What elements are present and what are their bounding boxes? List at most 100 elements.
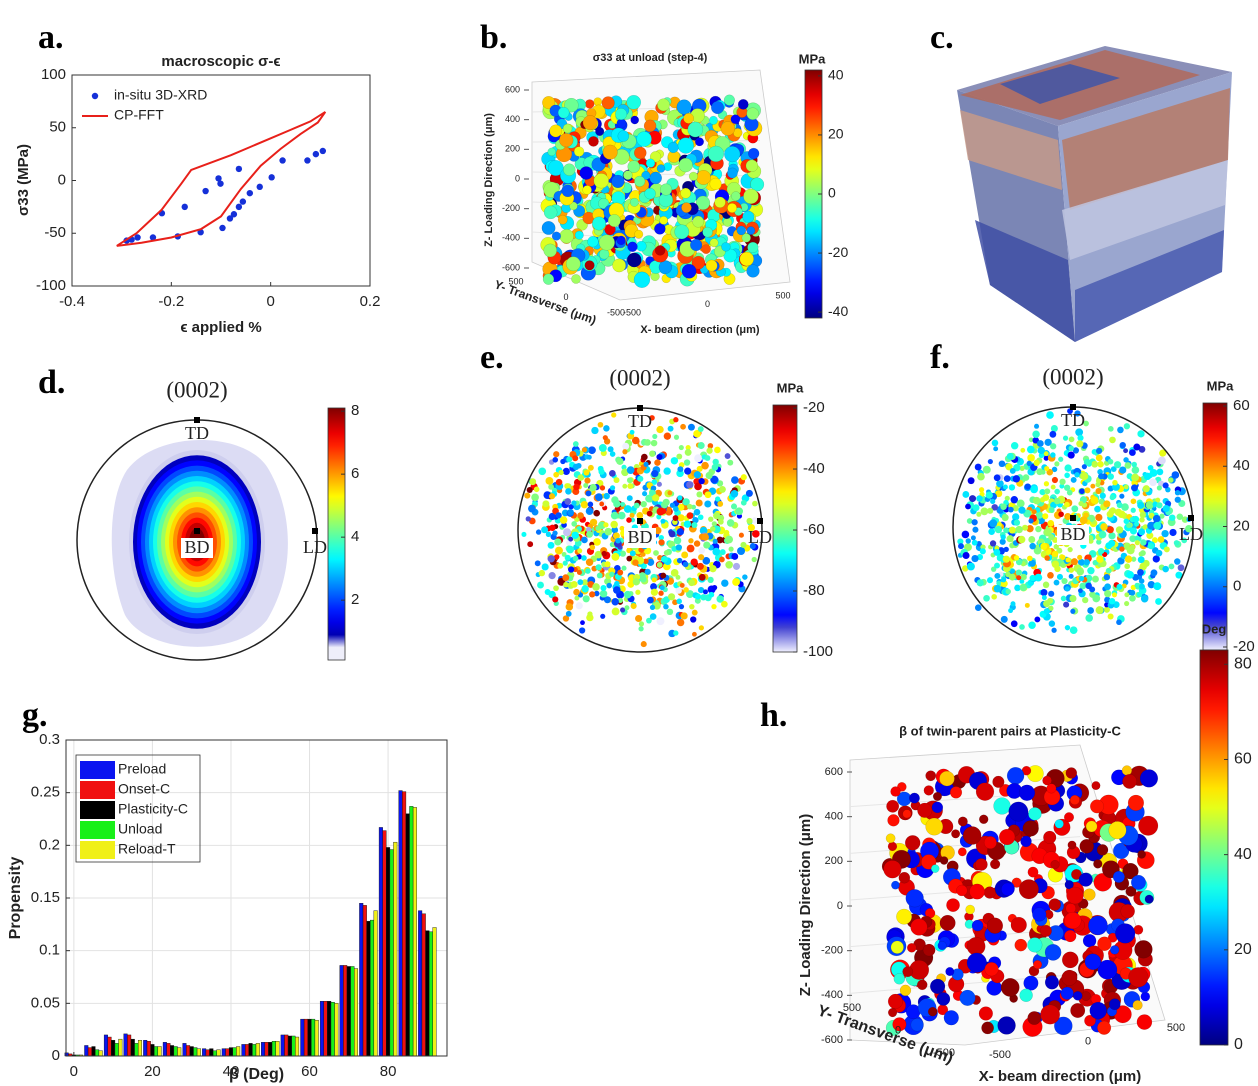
texture-dot xyxy=(1119,441,1126,449)
texture-dot xyxy=(721,579,729,587)
texture-dot xyxy=(1042,581,1050,589)
texture-dot xyxy=(927,1006,938,1017)
texture-dot xyxy=(537,581,544,589)
texture-dot xyxy=(621,565,627,571)
texture-dot xyxy=(724,453,731,460)
texture-dot xyxy=(1112,592,1117,598)
texture-dot xyxy=(883,860,902,879)
texture-dot xyxy=(526,487,533,494)
texture-dot xyxy=(1070,476,1077,483)
texture-dot xyxy=(620,501,626,507)
texture-dot xyxy=(1048,590,1055,597)
texture-dot xyxy=(976,579,984,587)
texture-dot xyxy=(617,597,624,604)
texture-dot xyxy=(565,603,574,611)
texture-dot xyxy=(683,112,694,124)
texture-dot xyxy=(1090,483,1096,489)
texture-dot xyxy=(721,600,728,608)
legend-label: CP-FFT xyxy=(114,107,164,123)
bar xyxy=(323,1001,328,1057)
texture-dot xyxy=(604,527,613,536)
texture-dot xyxy=(1078,872,1093,887)
texture-dot xyxy=(1017,535,1026,544)
texture-dot xyxy=(1068,445,1074,451)
texture-dot xyxy=(678,157,693,173)
y-tick-label: -500 xyxy=(933,1047,955,1059)
texture-dot xyxy=(1044,975,1060,990)
texture-dot xyxy=(1096,844,1109,856)
texture-dot xyxy=(962,552,970,560)
bar xyxy=(114,1043,119,1057)
texture-dot xyxy=(599,590,608,598)
texture-dot xyxy=(1056,547,1063,554)
texture-dot xyxy=(656,453,663,461)
texture-dot xyxy=(554,538,562,546)
texture-dot xyxy=(545,531,552,537)
data-point xyxy=(202,187,209,195)
texture-dot xyxy=(566,545,575,554)
texture-dot xyxy=(701,461,709,470)
plot-frame xyxy=(65,739,448,1057)
grain-patch xyxy=(975,220,1075,342)
texture-dot xyxy=(1121,503,1129,511)
texture-dot xyxy=(555,512,562,519)
texture-dot xyxy=(650,583,658,591)
z-tick-label: -400 xyxy=(821,989,843,1001)
texture-dot xyxy=(1008,484,1016,491)
texture-dot xyxy=(660,572,667,579)
texture-dot xyxy=(558,469,564,476)
texture-dot xyxy=(980,507,989,516)
texture-dot xyxy=(673,434,680,440)
texture-dot xyxy=(991,439,999,447)
texture-dot xyxy=(966,952,987,973)
bar xyxy=(166,1043,171,1057)
texture-dot xyxy=(979,548,986,555)
bar xyxy=(362,905,367,1057)
texture-dot xyxy=(1026,525,1034,533)
texture-dot xyxy=(663,467,671,475)
texture-dot xyxy=(992,775,1005,788)
texture-dot xyxy=(643,119,657,133)
texture-dot xyxy=(727,203,738,213)
texture-dot xyxy=(698,554,705,561)
texture-dot xyxy=(691,255,706,270)
bar xyxy=(295,1036,300,1057)
texture-dot xyxy=(1140,539,1147,546)
texture-dot xyxy=(930,864,940,873)
texture-dot xyxy=(1106,510,1114,518)
texture-dot xyxy=(562,560,568,566)
texture-dot xyxy=(1000,577,1007,583)
colorbar-tick-label: -20 xyxy=(1233,638,1255,655)
texture-dot xyxy=(1097,460,1104,468)
colorbar-tick-label: 0 xyxy=(828,185,836,201)
texture-dot xyxy=(564,483,571,489)
texture-dot xyxy=(1019,988,1033,1002)
texture-dot xyxy=(651,469,659,478)
texture-dot xyxy=(572,441,579,447)
z-tick-label: 600 xyxy=(505,84,520,94)
y-tick-label: 50 xyxy=(49,119,66,136)
texture-dot xyxy=(885,833,896,844)
legend-swatch xyxy=(80,821,115,839)
texture-dot xyxy=(737,547,746,556)
texture-dot xyxy=(1128,967,1149,988)
texture-dot xyxy=(681,263,697,279)
texture-dot xyxy=(998,460,1006,468)
texture-dot xyxy=(669,502,676,508)
bar xyxy=(370,919,375,1057)
texture-dot xyxy=(645,494,654,503)
texture-dot xyxy=(612,532,620,540)
x-tick-label: 500 xyxy=(1167,1022,1185,1034)
data-point xyxy=(319,147,327,155)
texture-dot xyxy=(1044,438,1052,446)
pole-label: LD xyxy=(1179,524,1203,544)
legend-swatch xyxy=(80,781,115,799)
texture-dot xyxy=(1124,462,1132,469)
texture-dot xyxy=(1050,425,1058,433)
x-axis-label: ϵ applied % xyxy=(180,319,261,336)
y-tick-label: 500 xyxy=(843,1002,861,1014)
texture-dot xyxy=(1063,601,1070,608)
texture-dot xyxy=(600,613,606,619)
texture-dot xyxy=(1134,540,1140,546)
texture-dot xyxy=(603,522,609,528)
